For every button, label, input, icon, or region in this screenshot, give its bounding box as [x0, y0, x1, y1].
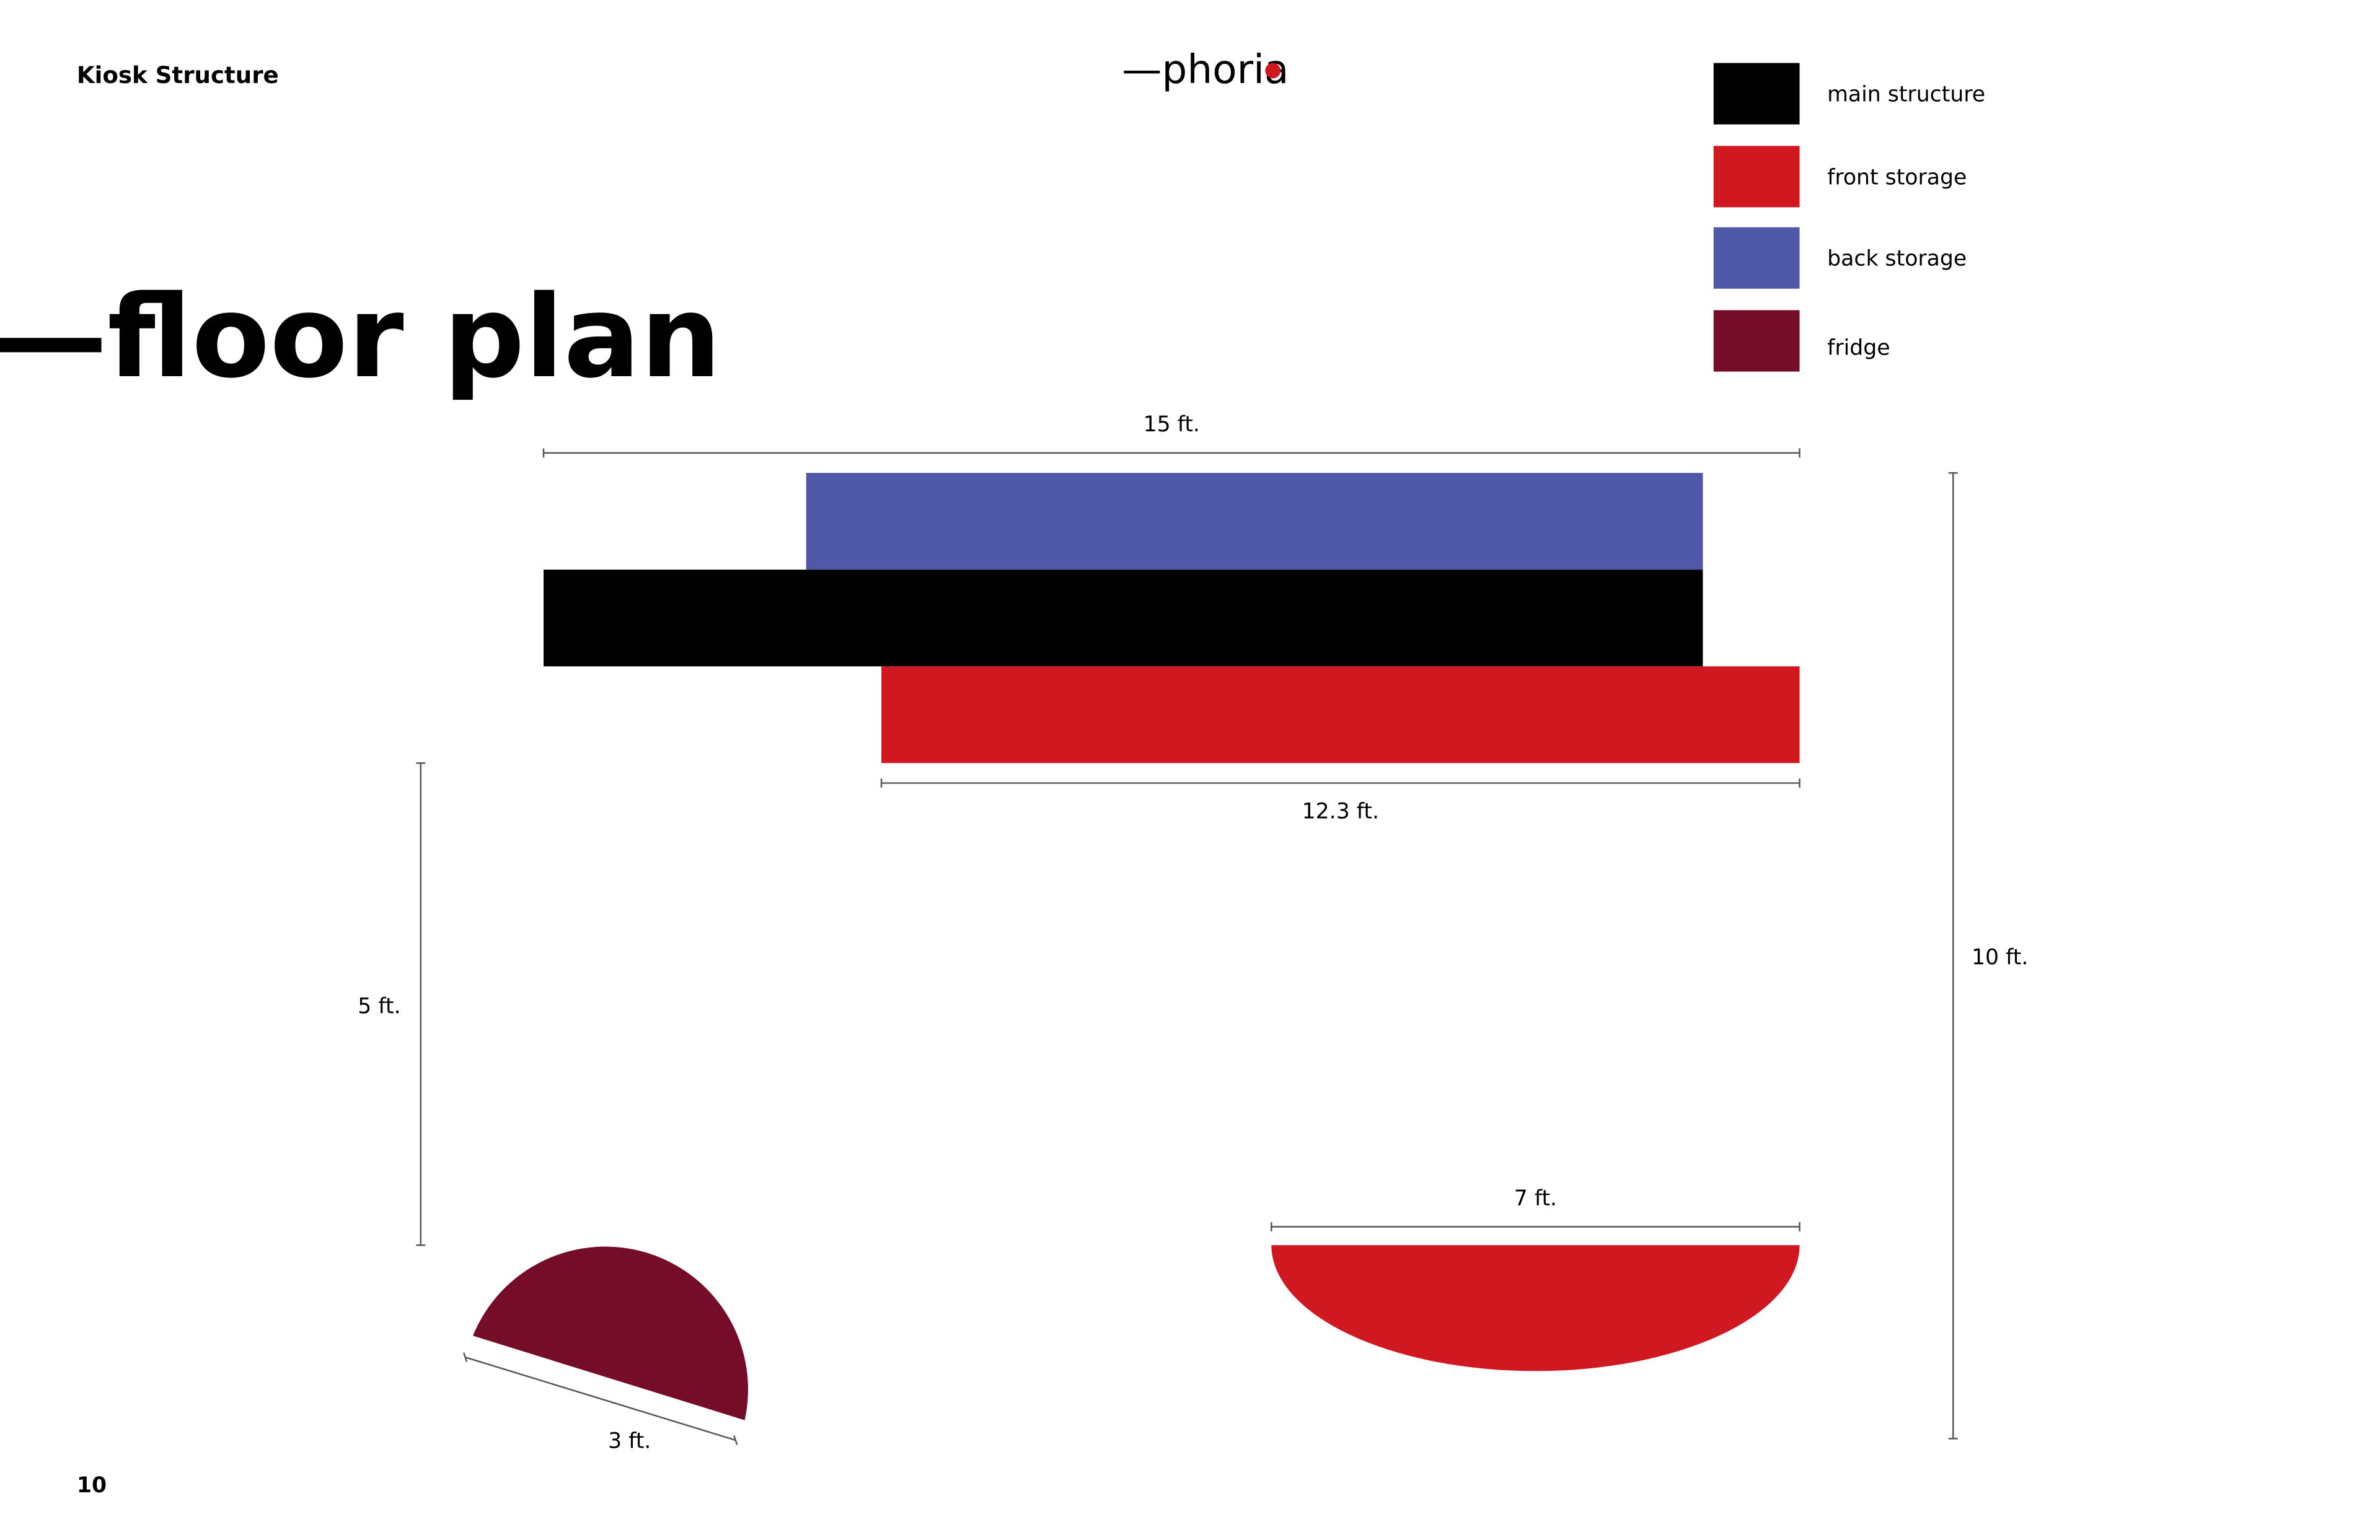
legend-swatch [1713, 63, 1800, 125]
legend-label: main structure [1827, 82, 1985, 107]
dimension-line [1271, 1222, 1800, 1231]
dimension-line [463, 1352, 738, 1445]
dimension-label: 3 ft. [608, 1428, 651, 1453]
dimension-label: 5 ft. [358, 994, 400, 1019]
legend-label: fridge [1827, 335, 1890, 360]
dimension-line [416, 762, 426, 1246]
legend-label: front storage [1827, 165, 1967, 190]
logo-dot [1265, 63, 1281, 79]
section-title: Kiosk Structure [77, 62, 279, 89]
dimension-label: 7 ft. [1514, 1186, 1557, 1211]
dimension-line [880, 778, 1800, 788]
dimension-label: 10 ft. [1972, 945, 2028, 970]
dimension-line [1948, 472, 1958, 1440]
legend-swatch [1713, 310, 1800, 372]
dimension-label: 15 ft. [1144, 412, 1200, 437]
dimension-line [542, 448, 1800, 458]
back-storage [806, 473, 1703, 570]
dimension-label: 12.3 ft. [1302, 799, 1379, 824]
fridge [473, 1246, 748, 1420]
counter [1271, 1245, 1800, 1371]
legend: main structure front storage back storag… [1713, 63, 1985, 372]
front-storage [881, 666, 1800, 763]
main-structure [544, 570, 1703, 667]
logo: —phoria [1122, 46, 1289, 93]
legend-swatch [1713, 227, 1800, 289]
page-title: —floor plan [0, 271, 721, 403]
legend-swatch [1713, 146, 1800, 208]
legend-label: back storage [1827, 247, 1967, 271]
page-number: 10 [77, 1473, 107, 1498]
